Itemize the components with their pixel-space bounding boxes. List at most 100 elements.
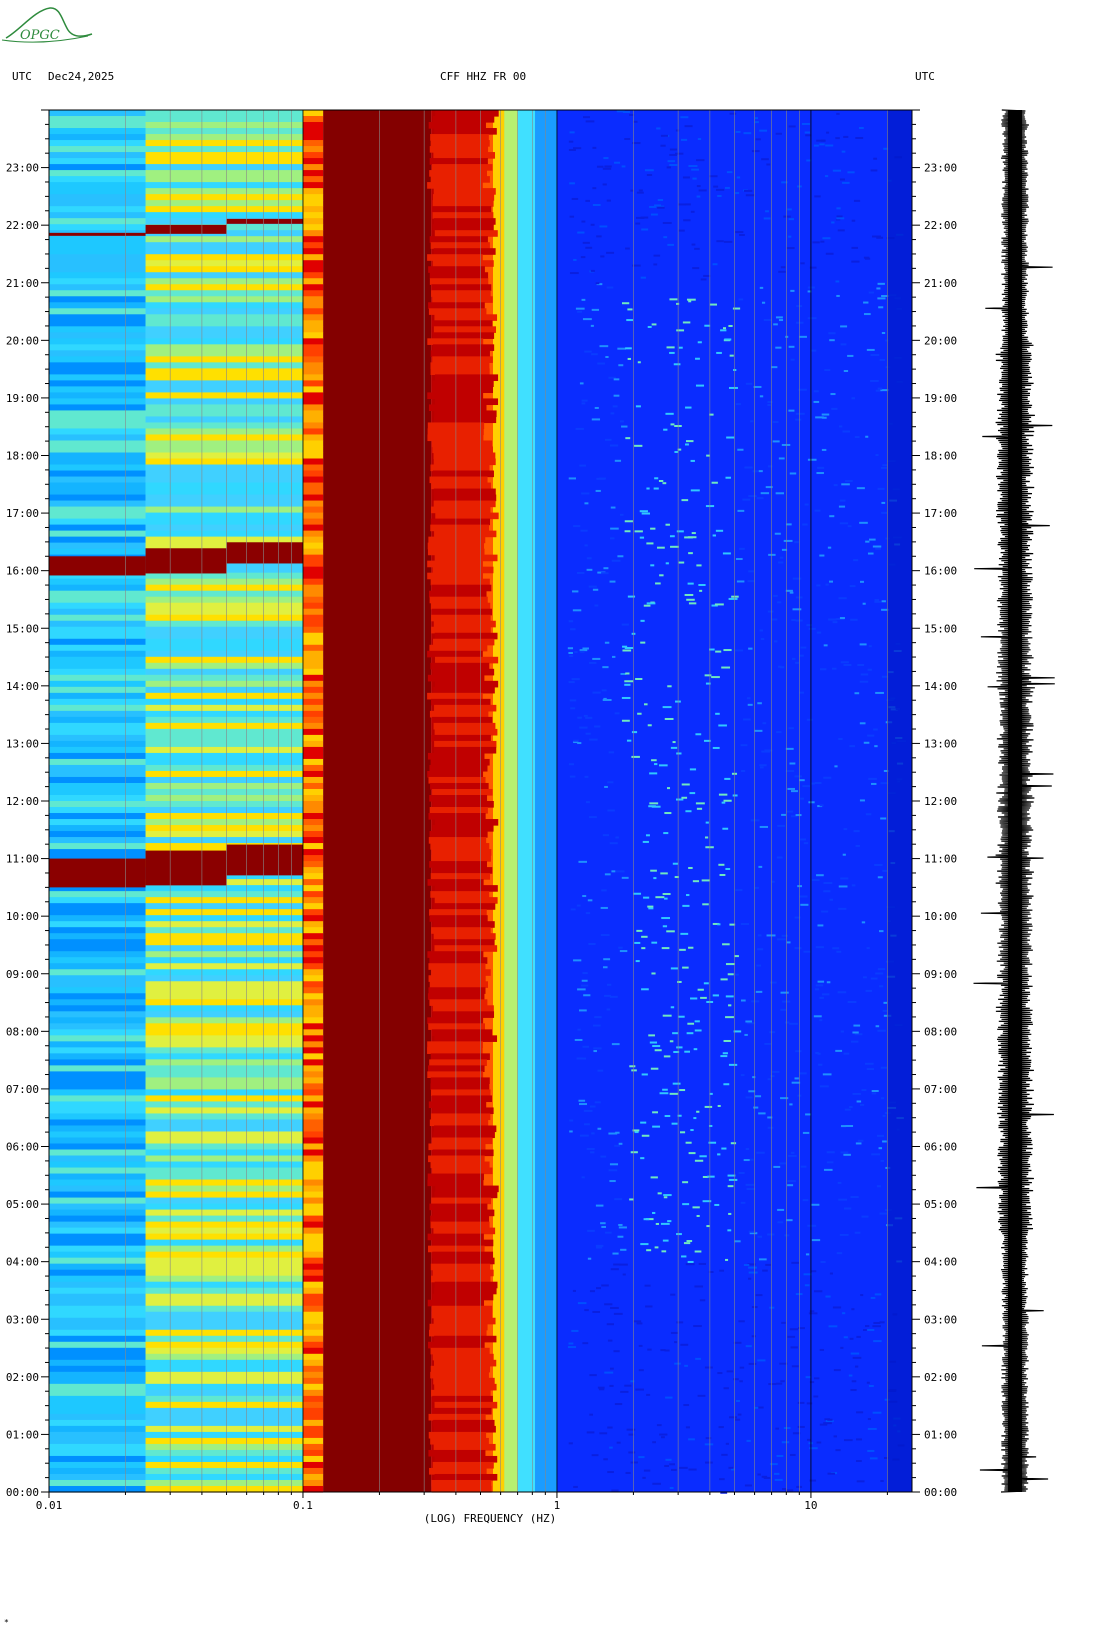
- noise-dot: [830, 393, 836, 396]
- row-a: [49, 446, 146, 454]
- noise-dot: [694, 1020, 700, 1023]
- row-a: [49, 1461, 146, 1469]
- row-a: [49, 1035, 146, 1042]
- noise-dot: [826, 1161, 834, 1164]
- row-a: [49, 1119, 146, 1127]
- noise-dot: [577, 1302, 587, 1305]
- y-tick-label-left: 03:00: [6, 1313, 39, 1326]
- row-d: [431, 290, 491, 297]
- footer-mark: *: [4, 1618, 9, 1627]
- row-b: [145, 999, 303, 1006]
- row-c: [302, 158, 324, 165]
- noise-dot: [663, 1194, 672, 1197]
- row-b: [145, 1239, 303, 1247]
- row-d: [434, 128, 497, 135]
- noise-dot: [795, 661, 799, 664]
- noise-dot: [725, 963, 735, 966]
- noise-dot: [581, 399, 588, 402]
- row-d: [434, 314, 498, 321]
- noise-dot: [606, 286, 614, 289]
- noise-dot: [757, 702, 762, 705]
- noise-dot: [829, 898, 834, 901]
- row-a: [49, 1329, 146, 1337]
- row-c: [302, 482, 324, 490]
- row-a: [49, 1023, 146, 1030]
- row-a: [49, 1065, 146, 1072]
- row-a: [49, 248, 146, 255]
- row-c: [302, 440, 324, 448]
- noise-dot: [795, 321, 804, 324]
- noise-dot: [592, 187, 597, 190]
- noise-dot: [840, 1151, 849, 1154]
- noise-dot: [803, 842, 809, 845]
- row-b: [145, 1077, 303, 1085]
- noise-dot: [873, 1340, 882, 1343]
- noise-dot: [785, 589, 793, 592]
- noise-dot: [777, 1221, 784, 1224]
- noise-dot: [698, 1262, 706, 1265]
- row-b: [145, 488, 303, 496]
- row-c: [302, 1431, 324, 1439]
- noise-dot: [577, 742, 582, 745]
- noise-dot: [723, 1083, 730, 1086]
- noise-dot: [860, 1294, 864, 1297]
- row-b: [145, 1137, 303, 1145]
- row-b: [145, 326, 303, 333]
- noise-dot: [807, 290, 812, 293]
- noise-dot: [850, 1040, 859, 1043]
- noise-dot: [700, 996, 707, 999]
- noise-dot: [650, 1067, 659, 1070]
- noise-dot: [879, 985, 884, 988]
- noise-dot: [881, 600, 886, 603]
- row-c: [302, 903, 324, 910]
- row-a: [49, 1431, 146, 1439]
- row-d: [429, 710, 489, 718]
- noise-dot: [702, 903, 709, 906]
- noise-dot: [771, 366, 778, 369]
- noise-dot: [790, 815, 798, 818]
- noise-dot: [663, 832, 669, 835]
- noise-dot: [662, 1239, 669, 1242]
- noise-dot: [583, 1123, 590, 1126]
- noise-dot: [672, 1032, 679, 1035]
- noise-dot: [609, 1180, 616, 1183]
- row-a: [49, 1011, 146, 1018]
- noise-dot: [839, 178, 845, 181]
- row-b: [145, 801, 303, 808]
- noise-dot: [605, 1231, 612, 1234]
- noise-dot: [789, 1328, 798, 1331]
- row-c: [302, 146, 324, 153]
- noise-dot: [808, 1312, 818, 1315]
- noise-dot: [725, 995, 734, 998]
- noise-dot: [755, 138, 761, 141]
- row-d: [432, 1107, 494, 1115]
- row-b: [145, 1269, 303, 1277]
- row-c: [302, 1341, 324, 1349]
- row-c: [302, 794, 324, 802]
- row-a: [49, 194, 146, 201]
- noise-dot: [748, 1090, 756, 1093]
- row-d: [433, 933, 496, 940]
- noise-dot: [612, 405, 618, 408]
- row-c: [302, 1461, 324, 1469]
- noise-dot: [802, 785, 810, 788]
- noise-dot: [792, 608, 802, 611]
- noise-dot: [880, 1097, 885, 1100]
- noise-dot: [626, 1428, 636, 1431]
- noise-dot: [696, 1110, 700, 1113]
- row-c: [302, 1179, 324, 1187]
- row-b: [145, 236, 303, 243]
- noise-dot: [725, 476, 731, 479]
- noise-dot: [739, 1366, 745, 1369]
- noise-dot: [601, 689, 607, 692]
- row-b: [145, 170, 303, 177]
- noise-dot: [789, 1022, 798, 1025]
- noise-dot: [686, 298, 696, 301]
- noise-dot: [792, 1432, 801, 1435]
- row-a: [49, 1173, 146, 1181]
- row-a: [49, 969, 146, 976]
- noise-dot: [568, 1442, 573, 1445]
- noise-dot: [614, 1403, 623, 1406]
- noise-dot: [829, 515, 835, 518]
- noise-dot: [722, 327, 727, 330]
